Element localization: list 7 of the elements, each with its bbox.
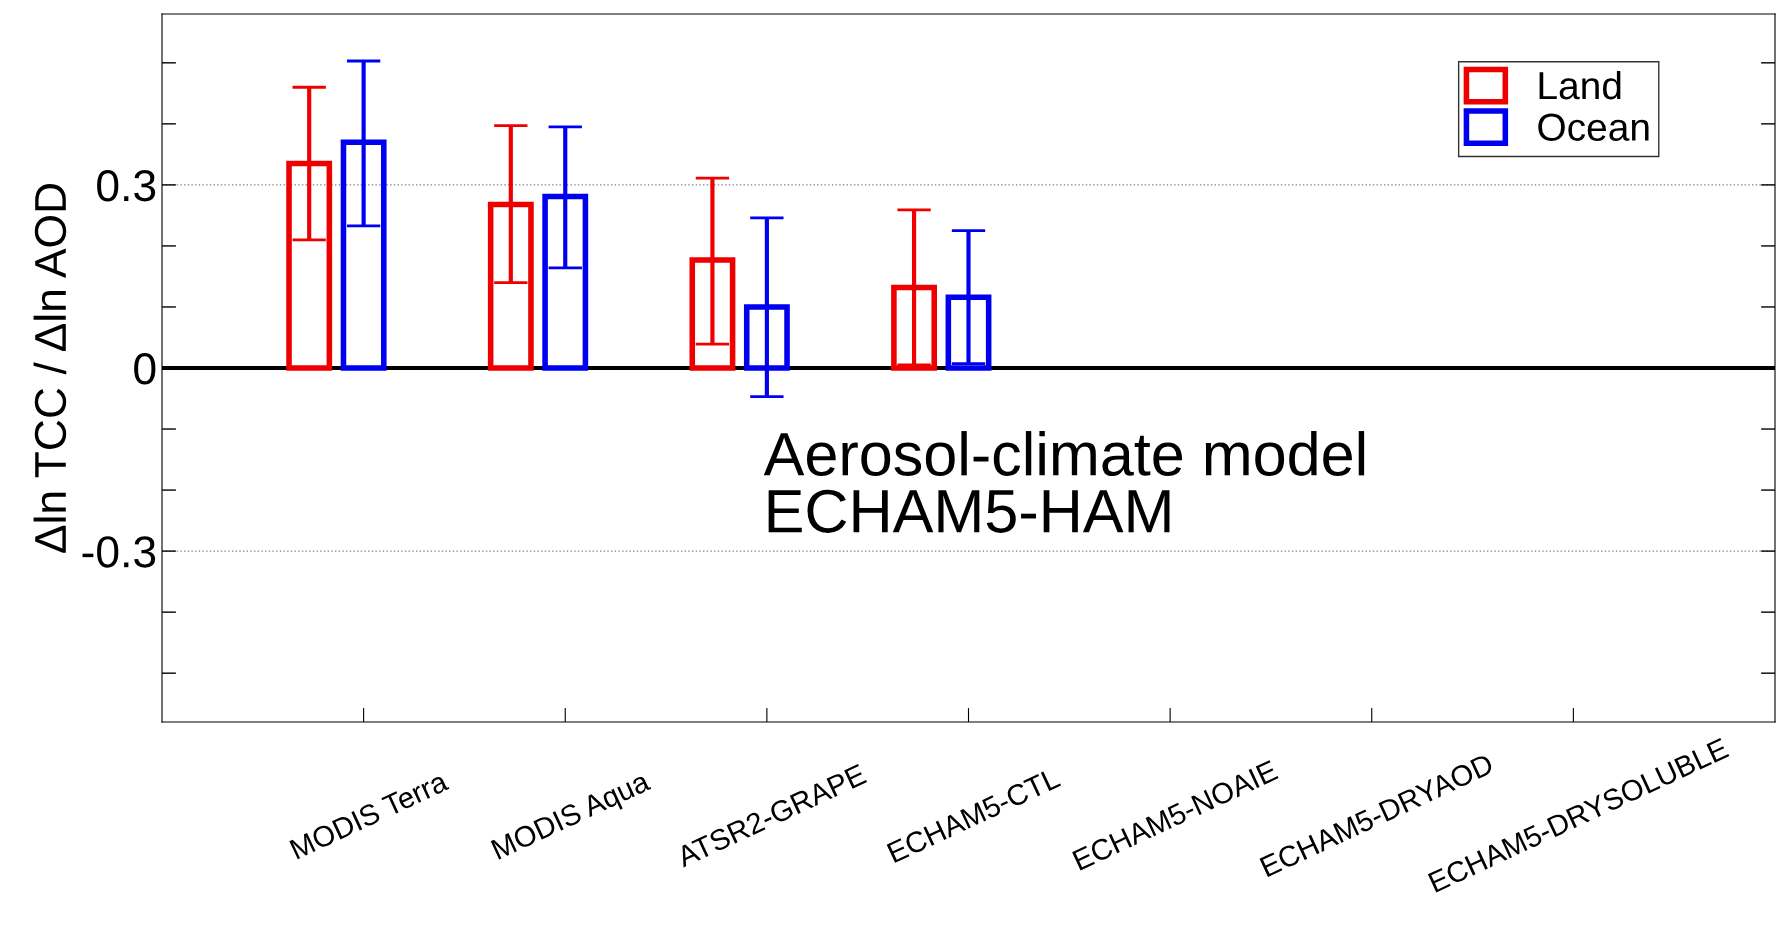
y-tick-label: 0 — [134, 353, 156, 385]
legend-label: Ocean — [1538, 113, 1649, 141]
y-axis-title: Δln TCC / Δln AOD — [33, 183, 67, 553]
annotation: Aerosol-climate model ECHAM5-HAM — [763, 431, 1365, 533]
y-tick-label: -0.3 — [82, 536, 156, 568]
y-tick-label: 0.3 — [97, 169, 156, 202]
legend-label: Land — [1539, 70, 1621, 100]
